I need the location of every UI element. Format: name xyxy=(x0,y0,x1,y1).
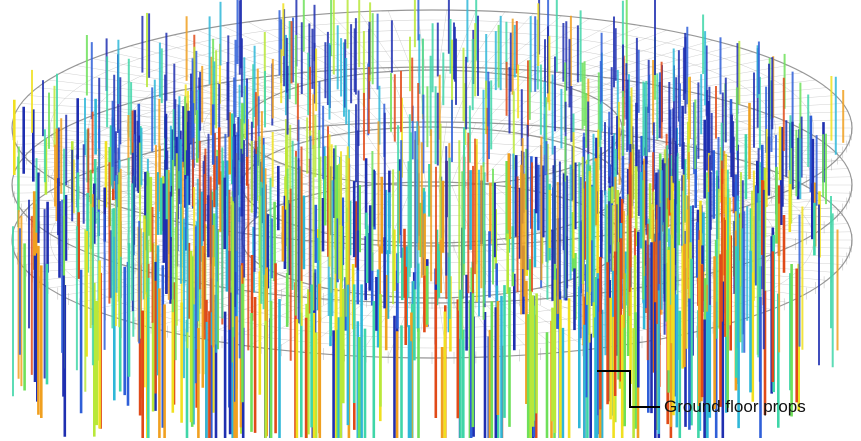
ground-floor-props-label: Ground floor props xyxy=(664,397,806,416)
callout-leader-line xyxy=(597,370,660,408)
props-layer xyxy=(12,0,845,438)
callout-layer xyxy=(597,370,660,408)
